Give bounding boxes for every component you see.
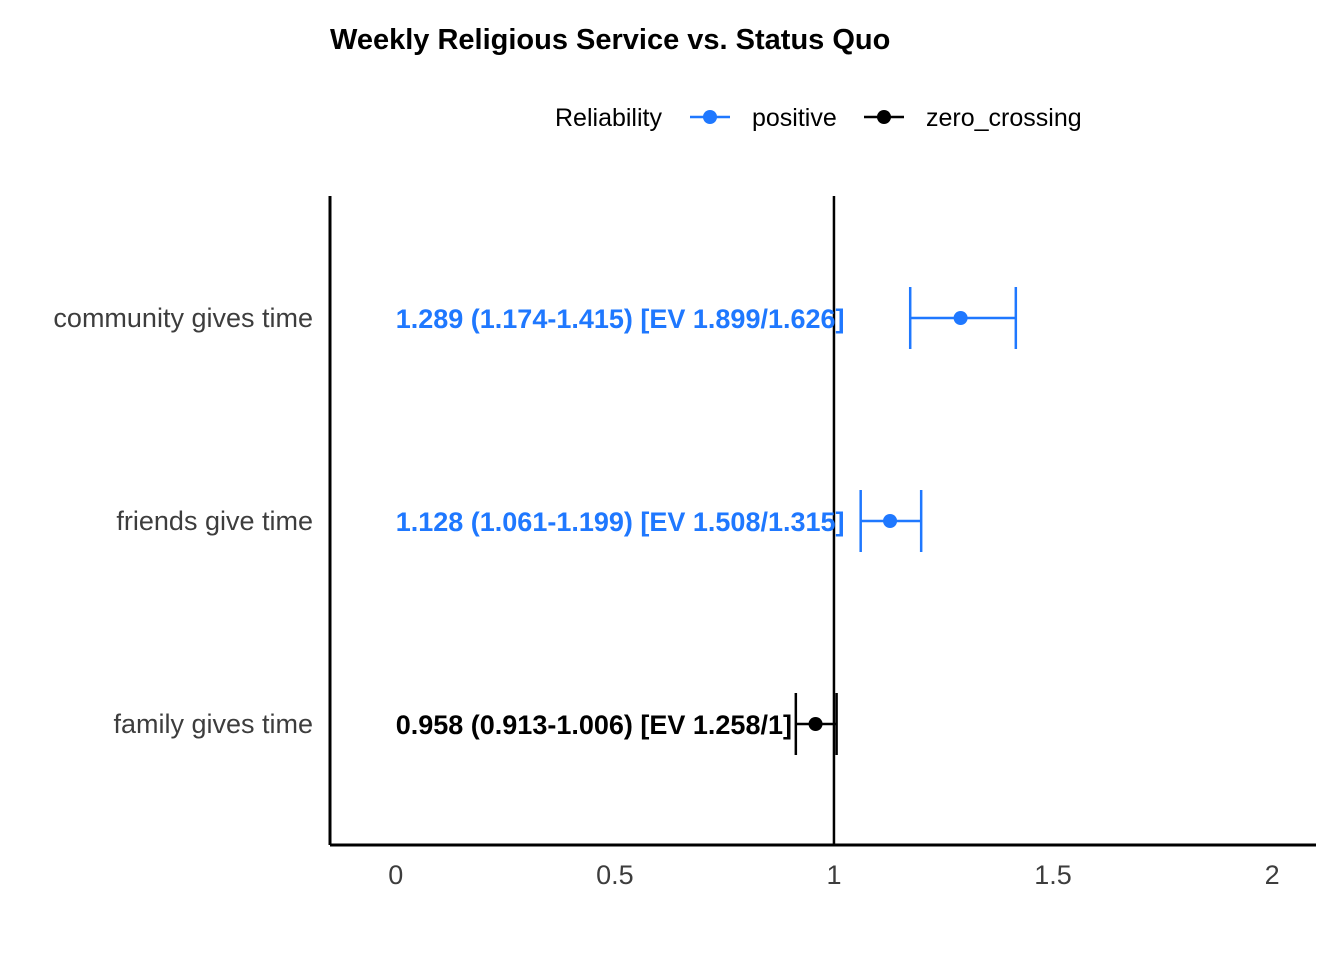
legend-key-point xyxy=(703,110,717,124)
category-label: family gives time xyxy=(113,709,313,739)
data-row: 1.128 (1.061-1.199) [EV 1.508/1.315] xyxy=(396,490,923,552)
x-tick-label: 1 xyxy=(826,860,841,890)
estimate-point xyxy=(808,717,823,731)
x-tick-label: 0.5 xyxy=(596,860,634,890)
data-label: 1.289 (1.174-1.415) [EV 1.899/1.626] xyxy=(396,304,845,334)
data-row: 0.958 (0.913-1.006) [EV 1.258/1] xyxy=(396,693,838,755)
x-tick-label: 2 xyxy=(1265,860,1280,890)
legend: Reliability positive zero_crossing xyxy=(555,104,1082,132)
data-row: 1.289 (1.174-1.415) [EV 1.899/1.626] xyxy=(396,287,1018,349)
chart-title: Weekly Religious Service vs. Status Quo xyxy=(330,24,890,56)
legend-entry: zero_crossing xyxy=(864,104,1082,132)
estimate-point xyxy=(953,311,968,325)
x-tick-label: 0 xyxy=(388,860,403,890)
data-label: 1.128 (1.061-1.199) [EV 1.508/1.315] xyxy=(396,507,845,537)
legend-title: Reliability xyxy=(555,104,662,132)
legend-label: positive xyxy=(752,104,837,132)
legend-entry: positive xyxy=(690,104,837,132)
category-label: community gives time xyxy=(53,303,313,333)
plot-area: 0 0.5 1 1.5 2 community gives time friends giv… xyxy=(53,196,1316,890)
legend-key-point xyxy=(877,110,891,124)
estimate-point xyxy=(883,514,898,528)
category-label: friends give time xyxy=(116,506,313,536)
data-label: 0.958 (0.913-1.006) [EV 1.258/1] xyxy=(396,710,792,740)
legend-label: zero_crossing xyxy=(926,104,1082,132)
x-tick-label: 1.5 xyxy=(1034,860,1072,890)
